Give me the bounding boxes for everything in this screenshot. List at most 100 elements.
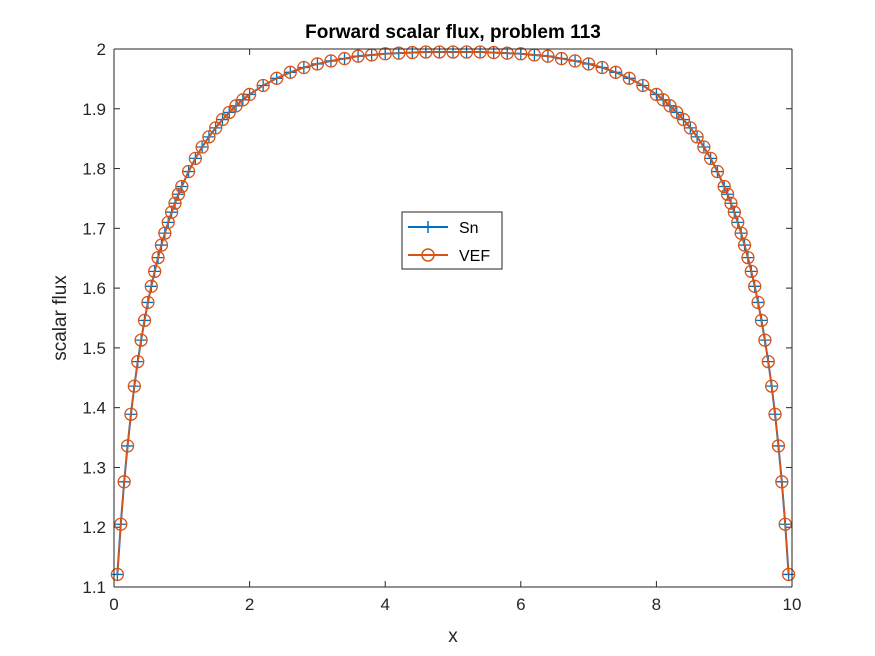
data-point-vef: [215, 112, 230, 127]
y-tick-label: 2: [97, 40, 106, 59]
y-tick-label: 1.7: [82, 219, 106, 238]
data-point-vef: [697, 140, 711, 154]
data-point-vef: [270, 71, 284, 85]
data-point-vef: [781, 567, 796, 582]
data-point-vef: [724, 196, 738, 210]
data-point-vef: [144, 279, 158, 293]
data-point-vef: [351, 49, 365, 63]
data-point-vef: [622, 71, 636, 85]
data-point-vef: [209, 121, 223, 135]
data-point-vef: [459, 45, 474, 59]
data-point-vef: [717, 179, 731, 194]
y-tick-label: 1.4: [82, 399, 106, 418]
data-point-vef: [378, 47, 392, 61]
data-point-vef: [758, 333, 772, 347]
data-point-vef: [748, 279, 762, 293]
data-point-vef: [175, 179, 189, 194]
data-point-vef: [117, 475, 131, 489]
data-point-vef: [703, 151, 718, 166]
data-point-vef: [761, 354, 775, 369]
data-point-vef: [283, 65, 297, 79]
data-point-vef: [137, 313, 152, 328]
data-point-vef: [148, 264, 162, 279]
data-point-vef: [188, 151, 203, 166]
data-point-vef: [405, 45, 419, 60]
x-axis-label: x: [448, 626, 458, 647]
data-point-vef: [446, 45, 460, 59]
y-axis-label: scalar flux: [50, 275, 71, 361]
data-point-vef: [768, 407, 782, 421]
data-point-vef: [754, 313, 769, 328]
data-point-vef: [765, 379, 779, 393]
data-point-vef: [541, 49, 555, 63]
data-point-vef: [473, 45, 487, 59]
data-point-vef: [734, 226, 748, 240]
data-point-vef: [690, 130, 704, 144]
data-point-vef: [487, 45, 501, 60]
data-point-vef: [151, 250, 165, 265]
legend-label-sn: Sn: [459, 220, 479, 237]
x-tick-label: 2: [245, 595, 254, 614]
data-point-vef: [744, 264, 758, 279]
data-point-vef: [720, 187, 735, 201]
chart-title: Forward scalar flux, problem 113: [305, 22, 601, 43]
data-point-vef: [337, 51, 352, 66]
data-point-vef: [168, 196, 182, 210]
y-tick-label: 1.5: [82, 339, 106, 358]
data-point-vef: [131, 354, 145, 369]
data-point-vef: [514, 47, 528, 61]
data-point-vef: [127, 379, 141, 393]
data-point-vef: [568, 54, 582, 68]
series-line-vef: [116, 51, 790, 575]
data-point-vef: [124, 407, 138, 421]
data-point-vef: [195, 140, 209, 154]
data-point-vef: [554, 51, 569, 66]
data-point-vef: [737, 238, 752, 252]
data-point-vef: [741, 250, 755, 265]
y-tick-label: 1.6: [82, 279, 106, 298]
data-point-vef: [500, 46, 514, 60]
data-point-vef: [775, 475, 789, 489]
data-point-vef: [202, 130, 216, 144]
plot-area: [114, 49, 792, 587]
data-point-vef: [242, 87, 257, 102]
x-tick-label: 10: [783, 595, 802, 614]
data-point-vef: [141, 295, 155, 310]
series-layer: [110, 45, 796, 582]
x-tick-label: 8: [652, 595, 661, 614]
y-tick-label: 1.1: [82, 578, 106, 597]
data-point-vef: [710, 164, 725, 179]
data-point-vef: [432, 45, 447, 59]
data-point-vef: [751, 295, 765, 310]
data-point-vef: [670, 105, 684, 120]
data-point-vef: [609, 65, 623, 79]
data-point-vef: [310, 57, 325, 71]
data-point-vef: [120, 439, 135, 453]
data-point-vef: [181, 164, 196, 179]
y-tick-label: 1.2: [82, 518, 106, 537]
x-tick-label: 4: [380, 595, 389, 614]
data-point-vef: [256, 78, 270, 93]
data-point-vef: [171, 187, 186, 201]
data-point-vef: [154, 238, 169, 252]
data-point-vef: [419, 45, 433, 59]
series-vef: [110, 45, 796, 582]
y-tick-label: 1.8: [82, 160, 106, 179]
x-tick-label: 0: [109, 595, 118, 614]
legend-box: [401, 211, 503, 270]
data-point-vef: [324, 54, 338, 68]
data-point-vef: [297, 60, 311, 75]
data-point-vef: [771, 439, 786, 453]
legend: Sn VEF: [401, 211, 503, 270]
data-point-vef: [392, 46, 406, 60]
data-point-vef: [114, 517, 128, 531]
x-tick-label: 6: [516, 595, 525, 614]
data-point-vef: [676, 112, 691, 127]
data-point-vef: [164, 205, 179, 219]
legend-circle-marker-icon: [421, 248, 435, 262]
data-point-vef: [683, 121, 697, 135]
y-tick-label: 1.3: [82, 458, 106, 477]
data-point-vef: [110, 567, 125, 582]
data-point-vef: [778, 517, 792, 531]
